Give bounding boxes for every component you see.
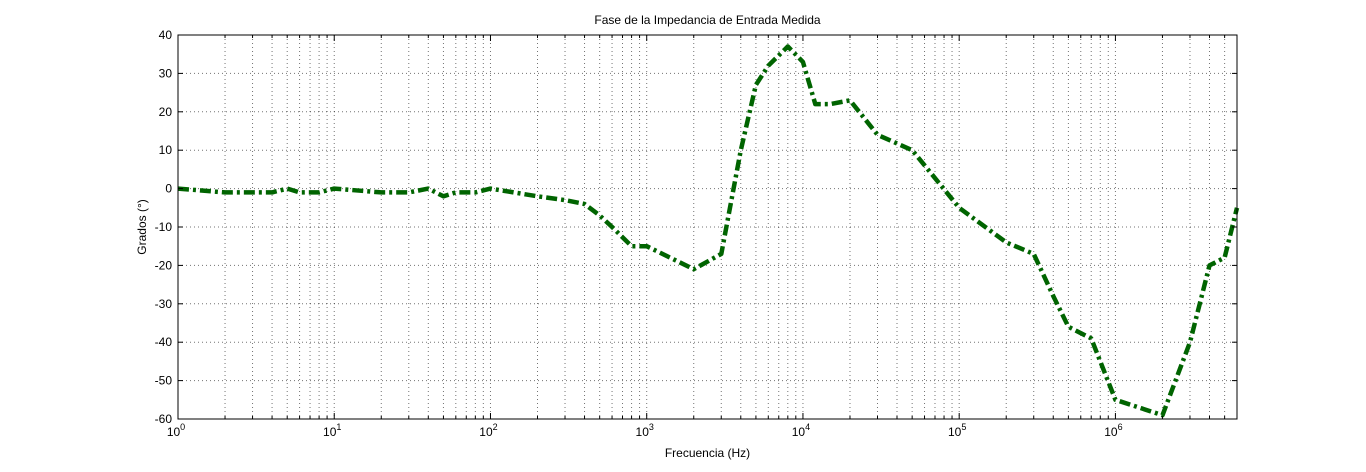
y-axis-title: Grados (°): [135, 199, 149, 254]
y-tick-label: 40: [159, 28, 173, 42]
x-tick-label: 100: [167, 422, 185, 439]
grid-lines: [178, 35, 1237, 419]
x-tick-exponent: 1: [336, 422, 341, 432]
tick-marks: [177, 34, 1238, 420]
y-tick-label: -30: [155, 297, 173, 311]
x-tick-label: 103: [636, 422, 654, 439]
x-tick-base: 10: [792, 425, 806, 439]
x-tick-label: 106: [1104, 422, 1122, 439]
y-tick-label: -60: [155, 412, 173, 426]
y-tick-label: 0: [165, 182, 172, 196]
y-tick-label: -10: [155, 220, 173, 234]
y-tick-label: -50: [155, 374, 173, 388]
x-tick-exponent: 0: [180, 422, 185, 432]
x-tick-base: 10: [323, 425, 337, 439]
x-tick-base: 10: [1104, 425, 1118, 439]
x-tick-base: 10: [167, 425, 181, 439]
chart-title: Fase de la Impedancia de Entrada Medida: [594, 13, 820, 27]
x-tick-exponent: 5: [961, 422, 966, 432]
x-tick-label: 101: [323, 422, 341, 439]
y-tick-labels: 40 30 20 10 0 -10 -20 -30 -40 -50 -60: [155, 28, 173, 426]
x-tick-base: 10: [948, 425, 962, 439]
x-tick-label: 102: [479, 422, 497, 439]
series-line: [177, 44, 1240, 418]
x-tick-exponent: 4: [805, 422, 810, 432]
x-tick-exponent: 3: [649, 422, 654, 432]
x-tick-exponent: 6: [1118, 422, 1123, 432]
x-tick-labels: 100 101 102 103 104 105 106: [167, 422, 1123, 439]
x-tick-base: 10: [479, 425, 493, 439]
series-layer: [177, 44, 1240, 418]
x-axis-title: Frecuencia (Hz): [665, 446, 750, 460]
y-tick-label: 10: [159, 143, 173, 157]
x-tick-base: 10: [636, 425, 650, 439]
x-tick-label: 104: [792, 422, 810, 439]
x-tick-label: 105: [948, 422, 966, 439]
y-tick-label: 20: [159, 105, 173, 119]
y-tick-label: -40: [155, 335, 173, 349]
y-tick-label: 30: [159, 66, 173, 80]
x-tick-exponent: 2: [493, 422, 498, 432]
y-tick-label: -20: [155, 258, 173, 272]
